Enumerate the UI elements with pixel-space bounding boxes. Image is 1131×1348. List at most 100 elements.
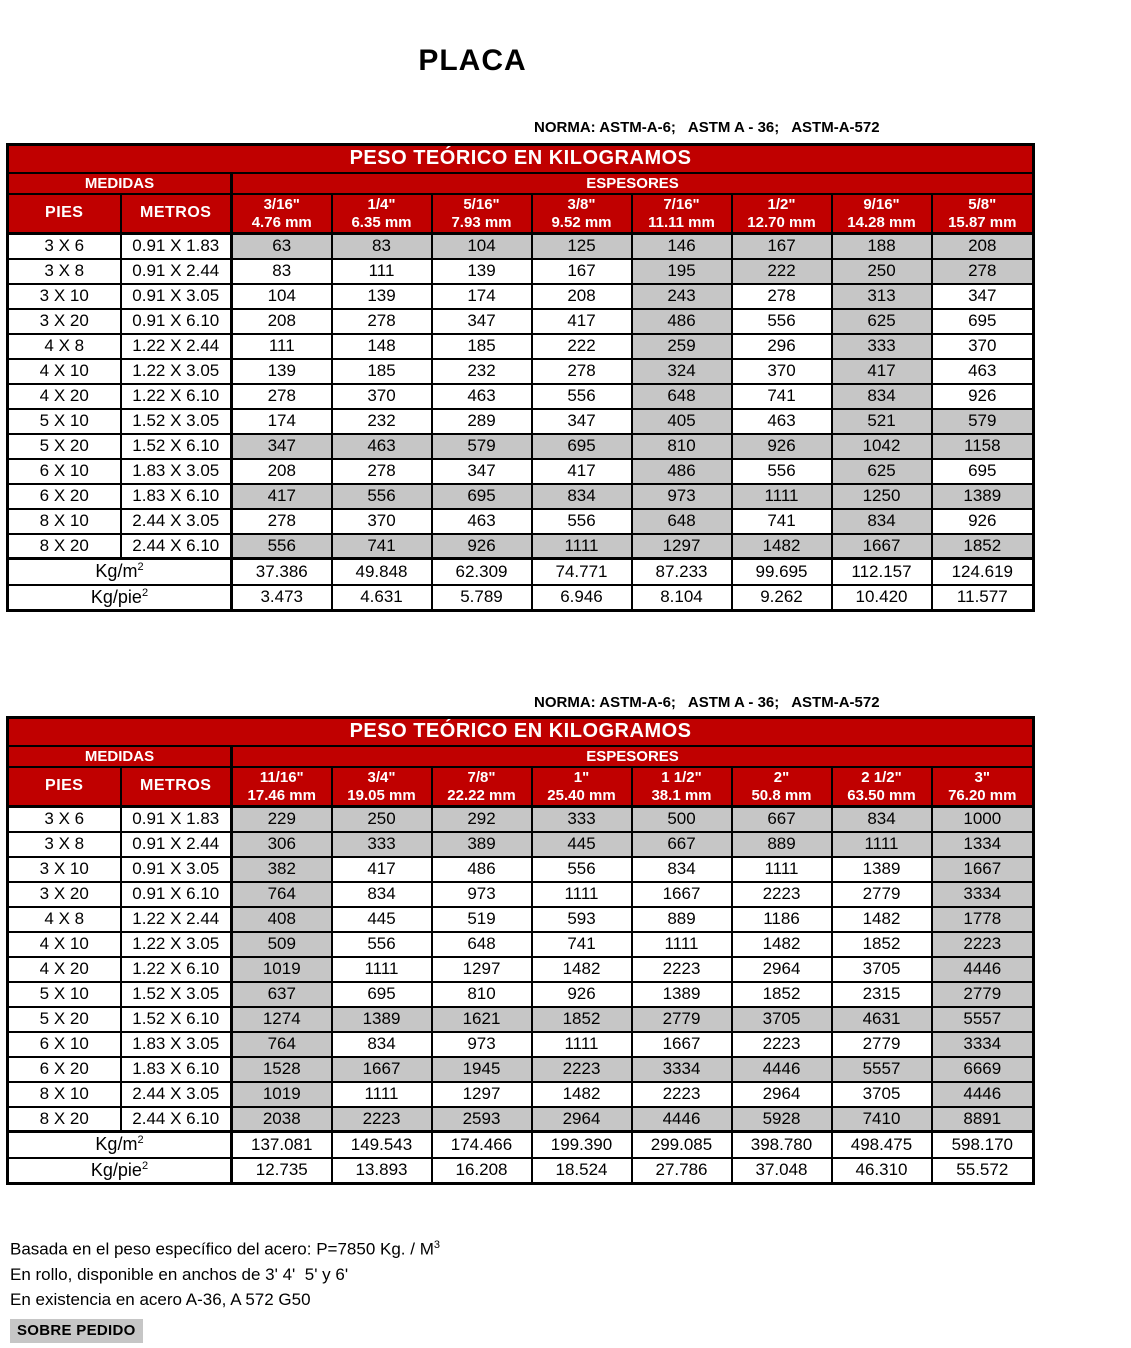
weight-value-cell: 333 xyxy=(330,830,432,857)
thickness-mm-label: 50.8 mm xyxy=(751,787,812,805)
weight-value-cell: 2223 xyxy=(730,1030,832,1057)
weight-value-cell: 278 xyxy=(930,257,1034,284)
weight-value-cell: 625 xyxy=(830,307,932,334)
weight-value-cell: 417 xyxy=(530,457,632,484)
weight-value-cell: 1852 xyxy=(930,532,1034,559)
weight-value-cell: 417 xyxy=(330,855,432,882)
weight-table-2-wrapper: PESO TEÓRICO EN KILOGRAMOS MEDIDAS ESPES… xyxy=(6,716,1036,1185)
weight-value-cell: 111 xyxy=(330,257,432,284)
weight-value-cell: 313 xyxy=(830,282,932,309)
weight-value-cell: 2593 xyxy=(430,1105,532,1132)
weight-value-cell: 1111 xyxy=(330,1080,432,1107)
weight-value-cell: 3334 xyxy=(630,1055,732,1082)
thickness-col-header: 1 1/2" 38.1 mm xyxy=(630,765,732,808)
metros-cell: 0.91 X 2.44 xyxy=(119,830,232,857)
weight-value-cell: 2964 xyxy=(530,1105,632,1132)
weight-value-cell: 278 xyxy=(730,282,832,309)
table-row: 3 X 10 0.91 X 3.05 382 417 486 556 834 1111 1389… xyxy=(6,855,1034,882)
weight-value-cell: 3705 xyxy=(830,955,932,982)
weight-value-cell: 741 xyxy=(330,532,432,559)
weight-value-cell: 5557 xyxy=(830,1055,932,1082)
weight-value-cell: 2779 xyxy=(830,1030,932,1057)
weight-value-cell: 278 xyxy=(230,507,332,534)
pies-cell: 8 X 10 xyxy=(6,507,121,534)
pies-cell: 3 X 20 xyxy=(6,307,121,334)
weight-value-cell: 695 xyxy=(930,457,1034,484)
thickness-col-header: 1" 25.40 mm xyxy=(530,765,632,808)
weight-value-cell: 2964 xyxy=(730,1080,832,1107)
kgpie2-label-text: Kg/pie xyxy=(90,1159,142,1180)
pies-cell: 8 X 20 xyxy=(6,1105,121,1132)
kgm2-value-cell: 87.233 xyxy=(630,557,732,585)
weight-value-cell: 1667 xyxy=(630,1030,732,1057)
weight-value-cell: 1852 xyxy=(730,980,832,1007)
weight-table-1-wrapper: PESO TEÓRICO EN KILOGRAMOS MEDIDAS ESPES… xyxy=(6,143,1036,612)
weight-value-cell: 4631 xyxy=(830,1005,932,1032)
kgpie2-value-cell: 37.048 xyxy=(730,1156,832,1184)
weight-value-cell: 278 xyxy=(330,457,432,484)
table-title: PESO TEÓRICO EN KILOGRAMOS xyxy=(6,717,1034,746)
weight-value-cell: 3705 xyxy=(830,1080,932,1107)
thickness-mm-label: 6.35 mm xyxy=(351,214,412,232)
weight-value-cell: 347 xyxy=(930,282,1034,309)
medidas-header: MEDIDAS xyxy=(6,744,232,767)
weight-value-cell: 834 xyxy=(330,880,432,907)
weight-value-cell: 2223 xyxy=(630,1080,732,1107)
table-row: 6 X 10 1.83 X 3.05 208 278 347 417 486 556 625 69… xyxy=(6,457,1034,484)
thickness-mm-label: 12.70 mm xyxy=(747,214,816,232)
kgm2-value-cell: 174.466 xyxy=(430,1130,532,1158)
kgpie2-value-cell: 18.524 xyxy=(530,1156,632,1184)
weight-value-cell: 695 xyxy=(430,482,532,509)
weight-value-cell: 417 xyxy=(230,482,332,509)
weight-value-cell: 243 xyxy=(630,282,732,309)
weight-value-cell: 486 xyxy=(430,855,532,882)
weight-value-cell: 1274 xyxy=(230,1005,332,1032)
weight-value-cell: 1111 xyxy=(730,855,832,882)
thickness-inches-label: 3" xyxy=(974,769,991,787)
weight-value-cell: 2315 xyxy=(830,980,932,1007)
norma-line-2: NORMA: ASTM-A-6; ASTM A - 36; ASTM-A-572 xyxy=(534,694,880,711)
kgm2-value-cell: 62.309 xyxy=(430,557,532,585)
weight-value-cell: 973 xyxy=(430,1030,532,1057)
kgm2-label-sup: 2 xyxy=(137,561,144,574)
weight-value-cell: 1389 xyxy=(930,482,1034,509)
weight-value-cell: 222 xyxy=(730,257,832,284)
weight-value-cell: 1852 xyxy=(830,930,932,957)
metros-cell: 1.22 X 3.05 xyxy=(119,930,232,957)
weight-value-cell: 208 xyxy=(230,307,332,334)
thickness-inches-label: 2 1/2" xyxy=(861,769,902,787)
kgpie2-value-cell: 27.786 xyxy=(630,1156,732,1184)
kgpie2-value-cell: 6.946 xyxy=(530,583,632,611)
kgm2-row: Kg/m2 37.386 49.848 62.309 74.771 87.233 99.69… xyxy=(6,557,1034,585)
weight-value-cell: 5557 xyxy=(930,1005,1034,1032)
kgpie2-value-cell: 46.310 xyxy=(830,1156,932,1184)
table-row: 3 X 6 0.91 X 1.83 229 250 292 333 500 667 834 100… xyxy=(6,805,1034,832)
weight-value-cell: 1667 xyxy=(630,880,732,907)
thickness-mm-label: 38.1 mm xyxy=(651,787,712,805)
thickness-mm-label: 63.50 mm xyxy=(847,787,916,805)
weight-value-cell: 289 xyxy=(430,407,532,434)
weight-value-cell: 926 xyxy=(930,382,1034,409)
pies-cell: 6 X 20 xyxy=(6,482,121,509)
espesores-header: ESPESORES xyxy=(229,171,1034,194)
thickness-mm-label: 19.05 mm xyxy=(347,787,416,805)
weight-value-cell: 2223 xyxy=(930,930,1034,957)
metros-cell: 1.52 X 3.05 xyxy=(119,407,232,434)
weight-value-cell: 556 xyxy=(530,507,632,534)
table-row: 8 X 20 2.44 X 6.10 2038 2223 2593 2964 4446 592… xyxy=(6,1105,1034,1132)
metros-cell: 1.52 X 3.05 xyxy=(119,980,232,1007)
weight-value-cell: 593 xyxy=(530,905,632,932)
weight-value-cell: 1482 xyxy=(730,532,832,559)
weight-value-cell: 556 xyxy=(330,930,432,957)
weight-value-cell: 926 xyxy=(430,532,532,559)
kgpie2-value-cell: 8.104 xyxy=(630,583,732,611)
weight-value-cell: 4446 xyxy=(730,1055,832,1082)
thickness-inches-label: 3/4" xyxy=(367,769,396,787)
thickness-mm-label: 11.11 mm xyxy=(648,214,715,232)
weight-value-cell: 926 xyxy=(530,980,632,1007)
thickness-inches-label: 7/8" xyxy=(467,769,496,787)
thickness-inches-label: 3/16" xyxy=(263,196,300,214)
weight-value-cell: 463 xyxy=(930,357,1034,384)
kgm2-row: Kg/m2 137.081 149.543 174.466 199.390 299.085… xyxy=(6,1130,1034,1158)
